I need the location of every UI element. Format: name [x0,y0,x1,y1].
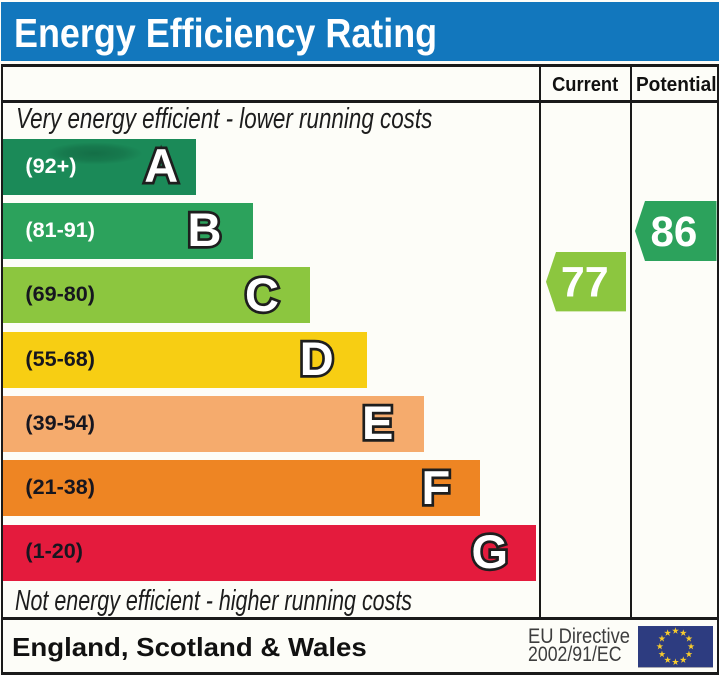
svg-text:86: 86 [650,207,697,255]
svg-text:77: 77 [561,259,609,307]
